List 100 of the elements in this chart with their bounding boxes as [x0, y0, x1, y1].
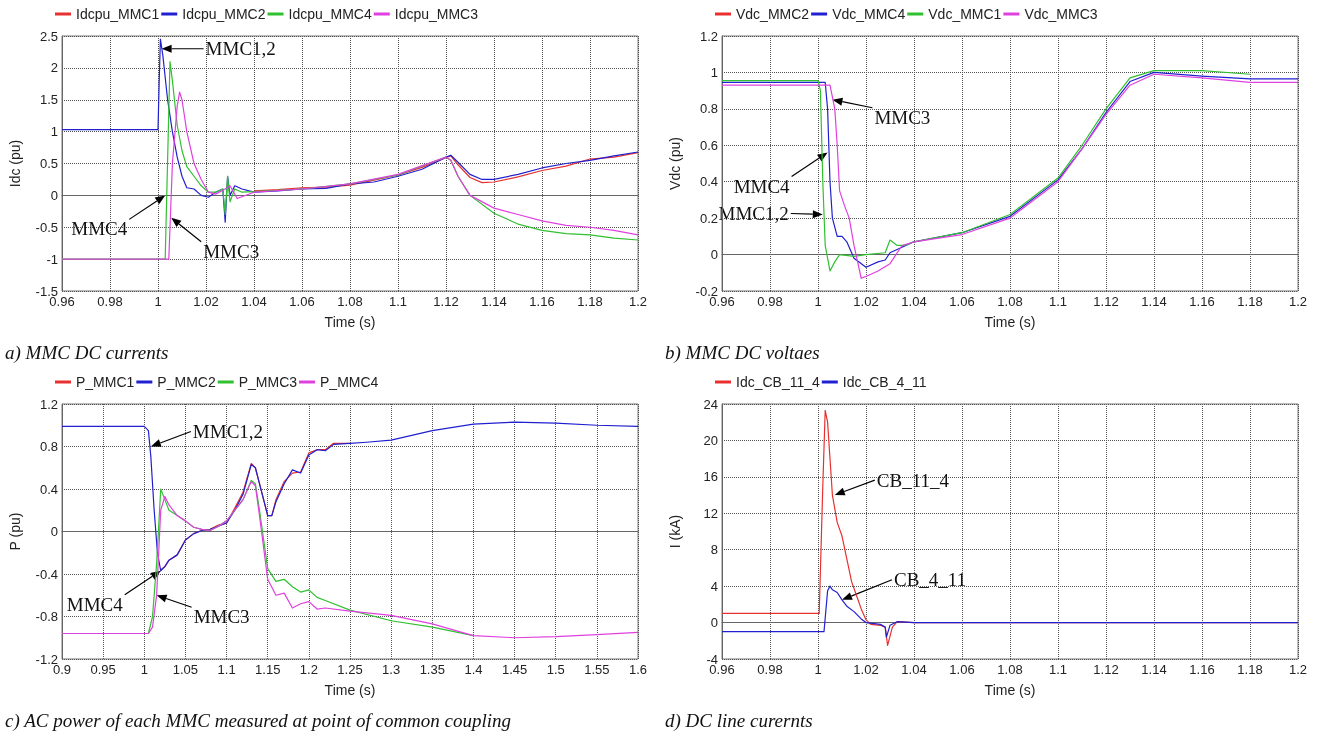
line-series [61, 480, 639, 639]
x-tick-label: 1.16 [1189, 662, 1215, 677]
y-tick-label: 1.5 [39, 92, 58, 108]
x-tick-label: 1.06 [949, 294, 975, 309]
legend-label: Idc_CB_4_11 [842, 374, 927, 390]
x-tick-label: 1.6 [628, 662, 648, 677]
y-tick-label: 0 [50, 187, 58, 203]
x-tick-label: 1.45 [501, 662, 528, 677]
annotation: MMC3 [874, 106, 931, 128]
y-tick-label: 12 [703, 505, 718, 521]
x-tick-label: 1.1 [217, 662, 236, 677]
y-tick-label: 0.8 [39, 439, 58, 454]
y-tick-label: 16 [703, 469, 718, 485]
x-tick-label: 1.14 [1141, 294, 1167, 309]
x-tick-label: 1.18 [1237, 662, 1263, 677]
y-tick-label: 20 [703, 432, 718, 448]
legend-label: P_MMC3 [238, 374, 298, 390]
x-tick-label: 1.05 [172, 662, 199, 677]
y-tick-label: 0 [710, 247, 718, 263]
x-tick-label: 1.08 [997, 294, 1023, 309]
x-tick-label: 1.06 [949, 662, 975, 677]
line-series [253, 152, 639, 192]
x-tick-label: 1 [814, 294, 822, 309]
x-tick-label: 1.25 [337, 662, 363, 677]
annotation: MMC3 [193, 606, 250, 628]
x-tick-label: 1.15 [255, 662, 281, 677]
y-tick-label: 0.2 [699, 210, 718, 226]
annotation: MMC4 [66, 593, 124, 615]
x-tick-label: 0.95 [90, 662, 116, 677]
x-tick-label: 1.14 [481, 294, 507, 309]
x-axis-title: Time (s) [324, 314, 376, 330]
legend-label: P_MMC1 [76, 374, 135, 390]
annotation: CB_4_11 [894, 569, 967, 591]
annotation: MMC1,2 [192, 421, 264, 442]
x-tick-label: 1.55 [584, 662, 610, 677]
y-tick-label: 1 [710, 64, 718, 80]
y-tick-label: 8 [710, 542, 718, 558]
y-tick-label: 4 [710, 578, 718, 594]
x-tick-label: 1.08 [337, 294, 363, 309]
x-tick-label: 1 [154, 294, 162, 309]
x-tick-label: 1 [814, 662, 822, 677]
y-tick-label: -0.4 [35, 566, 58, 582]
y-tick-label: 0 [710, 615, 718, 631]
x-tick-label: 1.2 [299, 662, 318, 677]
x-tick-label: 1.1 [1048, 662, 1068, 677]
legend-label: Vdc_MMC3 [1024, 6, 1098, 22]
x-tick-label: 1.4 [464, 662, 483, 677]
legend-label: Vdc_MMC1 [928, 6, 1002, 22]
y-tick-label: -0.5 [35, 219, 58, 235]
x-tick-label: 1.3 [382, 662, 401, 677]
x-tick-label: 1.1 [388, 294, 408, 309]
y-tick-label: 24 [703, 396, 718, 412]
x-tick-label: 1.02 [853, 662, 879, 677]
y-tick-label: -1 [46, 251, 58, 267]
x-tick-label: 1.06 [289, 294, 315, 309]
y-axis-title: I (kA) [667, 514, 683, 549]
x-tick-label: 1.12 [433, 294, 459, 309]
x-tick-label: 1 [140, 662, 148, 677]
y-tick-label: 0.4 [699, 174, 718, 190]
x-tick-label: 1.1 [1048, 294, 1068, 309]
x-axis-title: Time (s) [984, 682, 1036, 698]
x-tick-label: 0.96 [709, 662, 735, 677]
x-tick-label: 1.18 [1237, 294, 1263, 309]
x-tick-label: 0.98 [97, 294, 123, 309]
text: b) MMC DC voltaes [665, 342, 820, 364]
text: a) MMC DC currents [5, 342, 169, 364]
legend-label: Idcpu_MMC3 [394, 6, 479, 22]
annotation: MMC4 [733, 175, 791, 197]
y-tick-label: 0 [50, 524, 58, 539]
legend-label: P_MMC4 [320, 374, 379, 390]
x-axis-title: Time (s) [984, 314, 1036, 330]
y-tick-label: 0.5 [39, 156, 58, 171]
legend-label: Idcpu_MMC2 [182, 6, 266, 22]
x-tick-label: 1.08 [997, 662, 1023, 677]
x-tick-label: 1.12 [1093, 294, 1119, 309]
y-tick-label: 0.8 [699, 101, 718, 117]
y-tick-label: 0.6 [699, 137, 718, 153]
x-tick-label: 1.2 [628, 294, 648, 309]
x-tick-label: 1.2 [1288, 662, 1308, 677]
legend-label: P_MMC2 [157, 374, 216, 390]
x-tick-label: 0.98 [757, 662, 783, 677]
x-tick-label: 1.18 [577, 294, 603, 309]
x-tick-label: 0.96 [709, 294, 735, 309]
x-tick-label: 1.04 [241, 294, 267, 309]
x-tick-label: 1.14 [1141, 662, 1167, 677]
line-series [61, 91, 639, 260]
text: c) AC power of each MMC measured at point of common coupling [5, 710, 512, 732]
x-tick-label: 1.04 [901, 662, 927, 677]
x-tick-label: 1.16 [1189, 294, 1215, 309]
x-tick-label: 1.2 [1288, 294, 1308, 309]
x-tick-label: 1.02 [853, 294, 879, 309]
legend-label: Idcpu_MMC1 [76, 6, 160, 22]
x-axis-title: Time (s) [324, 682, 376, 698]
x-tick-label: 1.5 [546, 662, 565, 677]
legend-label: Idc_CB_11_4 [736, 374, 821, 390]
y-tick-label: 1.2 [39, 396, 58, 412]
x-tick-label: 0.9 [52, 662, 72, 677]
text: d) DC line curernts [665, 710, 813, 732]
y-axis-title: P (pu) [7, 512, 23, 551]
annotation: MMC1,2 [205, 38, 276, 60]
